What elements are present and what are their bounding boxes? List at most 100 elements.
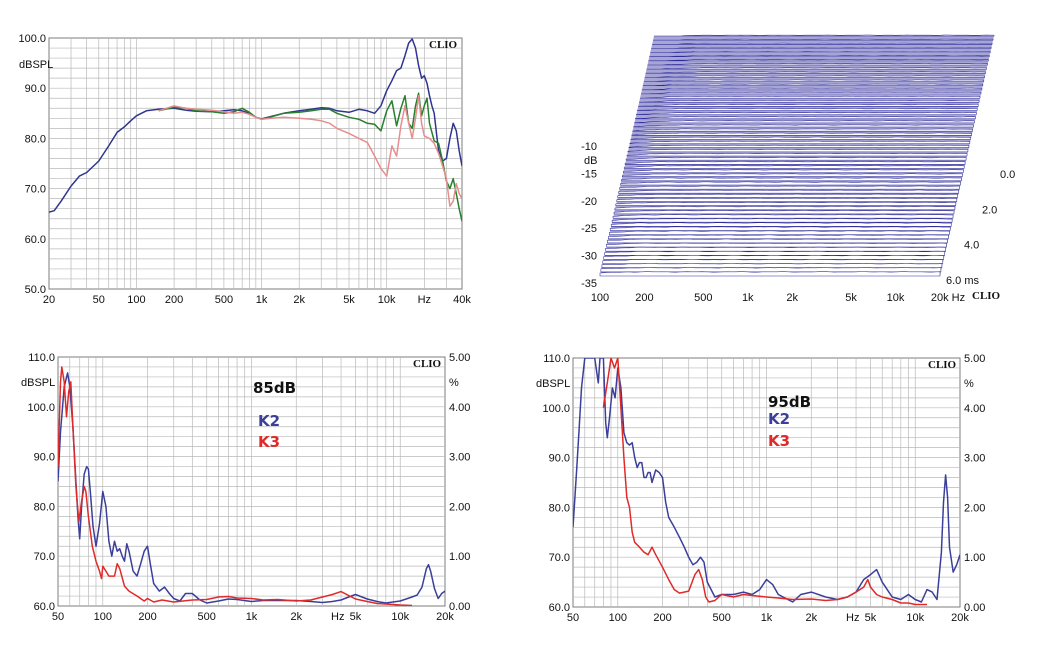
waterfall-slice bbox=[654, 34, 995, 37]
frequency-response-panel: 20 50 100 200 500 1k 2k 5k 10k Hz 40k 50.0 60.0 70.0 8… bbox=[18, 33, 471, 306]
distortion-85db-k2-label: K2 bbox=[258, 412, 280, 430]
frequency-response-ticks: 20 50 100 200 500 1k 2k 5k 10k Hz 40k 50.0 60.0 70.0 8… bbox=[18, 33, 471, 306]
x-tick-label: 500 bbox=[713, 612, 731, 624]
waterfall-slice bbox=[602, 259, 944, 264]
x-tick-label: 5k bbox=[343, 294, 355, 306]
y-tick-label: 100.0 bbox=[18, 33, 46, 45]
waterfall-slice bbox=[639, 100, 980, 103]
waterfall-x-tick-label: 1k bbox=[742, 292, 754, 304]
frequency-response-brand: CLIO bbox=[429, 39, 458, 51]
waterfall-brand: CLIO bbox=[972, 290, 1001, 302]
waterfall-slice bbox=[633, 124, 974, 128]
waterfall-z-tick-label: -35 bbox=[581, 278, 597, 290]
x-tick-label: 10k bbox=[906, 612, 924, 624]
x-tick-label: 10k bbox=[391, 611, 409, 623]
distortion-85db-k3-label: K3 bbox=[258, 433, 280, 451]
waterfall-slice bbox=[611, 218, 953, 223]
distortion-85db-panel: 50 100 200 500 1k 2k Hz 5k 10k 20k 60.0 70.0 80.0 90.… bbox=[21, 352, 470, 623]
distortion-95db-k3-label: K3 bbox=[768, 432, 790, 450]
y2-tick-label: 0.00 bbox=[964, 602, 985, 614]
y2-tick-label: 1.00 bbox=[964, 552, 985, 564]
waterfall-slice bbox=[638, 104, 979, 107]
x-tick-label: 1k bbox=[246, 611, 258, 623]
waterfall-slice bbox=[647, 63, 988, 66]
y-tick-label: 60.0 bbox=[25, 234, 46, 246]
y-tick-label: 50.0 bbox=[25, 284, 46, 296]
series-line-2 bbox=[158, 94, 462, 207]
distortion-95db-ticks: 50 100 200 500 1k 2k Hz 5k 10k 20k 60.0 70.0 80.0 90.… bbox=[542, 353, 985, 624]
x-tick-label: 5k bbox=[350, 611, 362, 623]
y-tick-label: 60.0 bbox=[549, 602, 570, 614]
waterfall-slice bbox=[626, 153, 968, 157]
x-tick-label: Hz bbox=[846, 612, 859, 624]
waterfall-slice bbox=[642, 83, 984, 86]
waterfall-slice bbox=[600, 267, 942, 273]
y-tick-label: 80.0 bbox=[25, 133, 46, 145]
series-line-1 bbox=[158, 92, 462, 222]
distortion-95db-brand: CLIO bbox=[928, 359, 957, 371]
waterfall-slice bbox=[636, 112, 977, 115]
waterfall-slice bbox=[634, 120, 975, 124]
x-tick-label: 20k bbox=[436, 611, 454, 623]
x-tick-label: 100 bbox=[127, 294, 145, 306]
waterfall-slice bbox=[615, 202, 957, 206]
x-tick-label: 10k bbox=[378, 294, 396, 306]
x-tick-label: 1k bbox=[256, 294, 268, 306]
y2-tick-label: 4.00 bbox=[449, 402, 470, 414]
y2-tick-label: 2.00 bbox=[964, 502, 985, 514]
distortion-95db-level-label: 95dB bbox=[768, 393, 811, 411]
x-tick-label: 100 bbox=[609, 612, 627, 624]
waterfall-slice bbox=[614, 206, 956, 211]
y-tick-label: 110.0 bbox=[28, 352, 55, 364]
waterfall-t-tick-label: 6.0 ms bbox=[946, 275, 980, 287]
frequency-response-lines bbox=[49, 38, 462, 222]
waterfall-x-tick-label: 5k bbox=[845, 292, 857, 304]
distortion-85db-brand: CLIO bbox=[413, 358, 442, 370]
y-tick-label: 90.0 bbox=[25, 83, 46, 95]
waterfall-slice bbox=[645, 71, 986, 74]
distortion-95db-grid bbox=[573, 358, 960, 607]
y2-tick-label: 5.00 bbox=[449, 352, 470, 364]
y2-tick-label: 5.00 bbox=[964, 353, 985, 365]
y-tick-label: 100.0 bbox=[27, 402, 55, 414]
distortion-95db-lines bbox=[573, 358, 960, 606]
y2-tick-label: 3.00 bbox=[449, 452, 470, 464]
waterfall-slice bbox=[630, 136, 971, 140]
waterfall-slice bbox=[616, 197, 958, 202]
distortion-85db-y2-unit: % bbox=[449, 377, 459, 389]
waterfall-x-tick-label: 10k bbox=[887, 292, 905, 304]
waterfall-slice bbox=[606, 242, 947, 248]
y2-tick-label: 3.00 bbox=[964, 453, 985, 465]
waterfall-slice bbox=[644, 75, 985, 78]
x-tick-label: 40k bbox=[453, 294, 471, 306]
waterfall-slice bbox=[632, 128, 973, 132]
waterfall-slice bbox=[631, 132, 972, 136]
distortion-85db-grid bbox=[58, 357, 445, 606]
waterfall-slice bbox=[635, 116, 976, 120]
series-line-k3 bbox=[58, 366, 413, 606]
y-tick-label: 110.0 bbox=[543, 353, 570, 365]
waterfall-slice bbox=[641, 87, 983, 91]
frequency-response-grid bbox=[49, 38, 462, 289]
x-tick-label: 20 bbox=[43, 294, 55, 306]
waterfall-slice bbox=[608, 234, 949, 240]
x-tick-label: 2k bbox=[293, 294, 305, 306]
waterfall-z-tick-label: -10 bbox=[581, 141, 597, 153]
waterfall-body bbox=[599, 34, 995, 277]
x-tick-label: Hz bbox=[418, 294, 431, 306]
waterfall-z-tick-label: -30 bbox=[581, 251, 597, 263]
x-tick-label: 500 bbox=[198, 611, 216, 623]
x-tick-label: 50 bbox=[93, 294, 105, 306]
waterfall-slice bbox=[629, 140, 971, 144]
waterfall-z-tick-label: -20 bbox=[581, 196, 597, 208]
distortion-85db-lines bbox=[58, 366, 445, 606]
y-tick-label: 90.0 bbox=[549, 453, 570, 465]
x-tick-label: 1k bbox=[761, 612, 773, 624]
x-tick-label: 200 bbox=[653, 612, 671, 624]
x-tick-label: 2k bbox=[805, 612, 817, 624]
waterfall-slice bbox=[623, 169, 964, 173]
y-tick-label: 80.0 bbox=[34, 501, 55, 513]
y-tick-label: 80.0 bbox=[549, 502, 570, 514]
y2-tick-label: 4.00 bbox=[964, 403, 985, 415]
waterfall-slice bbox=[625, 157, 967, 161]
